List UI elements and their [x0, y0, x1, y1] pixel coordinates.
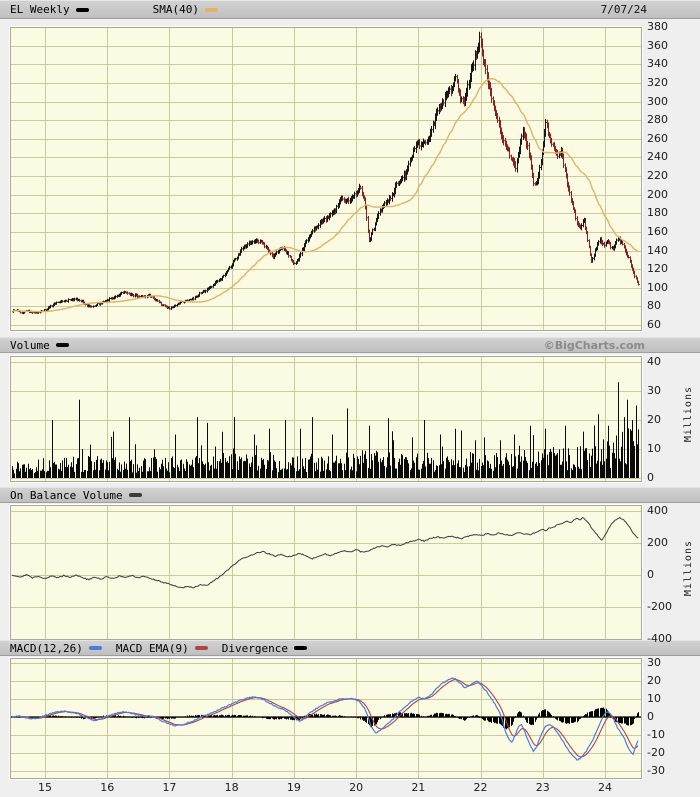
- x-axis-year-label: 18: [224, 781, 239, 794]
- macd-dash-icon: [88, 646, 102, 650]
- axis-tick-label: 40: [647, 355, 661, 368]
- symbol-series-label: EL Weekly: [10, 3, 70, 16]
- time-axis: 15 16 17 18 19 20 21 22 23 24: [0, 779, 700, 797]
- axis-tick-label: 0: [647, 471, 654, 484]
- macd-chart: [9, 657, 643, 780]
- x-axis-year-label: 16: [100, 781, 115, 794]
- x-axis-year-label: 22: [473, 781, 488, 794]
- axis-tick-label: 320: [647, 75, 668, 89]
- axis-tick-label: 0: [647, 568, 654, 581]
- axis-tick-label: 160: [647, 224, 668, 238]
- axis-tick-label: 200: [647, 536, 668, 549]
- axis-tick-label: 340: [647, 57, 668, 71]
- bigcharts-watermark: ©BigCharts.com: [543, 338, 645, 352]
- sma-legend-label: SMA(40): [152, 3, 199, 16]
- obv-dash-icon: [128, 493, 142, 497]
- obv-title: On Balance Volume: [10, 488, 123, 502]
- divergence-dash-icon: [293, 646, 307, 650]
- axis-tick-label: 60: [647, 318, 661, 331]
- x-axis-year-label: 19: [286, 781, 301, 794]
- x-axis-year-label: 24: [597, 781, 612, 794]
- axis-tick-label: 120: [647, 262, 668, 276]
- axis-tick-label: 260: [647, 131, 668, 145]
- axis-tick-label: 140: [647, 243, 668, 257]
- x-axis-year-label: 20: [349, 781, 364, 794]
- volume-header-bar: Volume ©BigCharts.com: [0, 337, 700, 353]
- axis-tick-label: 20: [647, 674, 661, 687]
- axis-tick-label: 10: [647, 692, 661, 705]
- axis-tick-label: -200: [647, 600, 672, 613]
- x-axis-year-label: 17: [162, 781, 177, 794]
- x-axis-year-label: 15: [38, 781, 52, 794]
- obv-unit-label: Millions: [683, 540, 694, 597]
- axis-tick-label: 80: [647, 299, 661, 313]
- axis-tick-label: -20: [647, 746, 665, 759]
- obv-header-bar: On Balance Volume: [0, 487, 700, 503]
- x-axis-year-label: 21: [411, 781, 426, 794]
- obv-chart: [9, 504, 643, 641]
- axis-tick-label: 200: [647, 187, 668, 201]
- volume-dash-icon: [55, 343, 69, 347]
- axis-tick-label: 380: [647, 20, 668, 33]
- macd-header-bar: MACD(12,26) MACD EMA(9) Divergence: [0, 640, 700, 656]
- divergence-legend-label: Divergence: [221, 641, 288, 655]
- axis-tick-label: 30: [647, 384, 661, 397]
- x-axis-year-label: 23: [535, 781, 550, 794]
- price-chart: [9, 26, 643, 332]
- volume-unit-label: Millions: [683, 386, 694, 443]
- axis-tick-label: 100: [647, 280, 668, 294]
- axis-tick-label: 10: [647, 442, 661, 455]
- chart-date: 7/07/24: [600, 3, 647, 16]
- axis-tick-label: 360: [647, 38, 668, 52]
- macd-legend-label: MACD(12,26): [10, 641, 83, 655]
- sma-dash-icon: [204, 7, 218, 12]
- main-legend-bar: EL Weekly SMA(40) 7/07/24: [0, 0, 700, 19]
- axis-tick-label: 300: [647, 94, 668, 108]
- volume-chart: [9, 355, 643, 483]
- axis-tick-label: -30: [647, 764, 665, 777]
- axis-tick-label: 180: [647, 206, 668, 220]
- volume-title: Volume: [10, 338, 50, 352]
- macd-ema-dash-icon: [194, 646, 208, 650]
- axis-tick-label: -10: [647, 728, 665, 741]
- axis-tick-label: 400: [647, 504, 668, 517]
- axis-tick-label: 220: [647, 169, 668, 182]
- axis-tick-label: 30: [647, 656, 661, 669]
- axis-tick-label: 280: [647, 113, 668, 127]
- macd-ema-legend-label: MACD EMA(9): [115, 641, 189, 655]
- axis-tick-label: 240: [647, 150, 668, 164]
- axis-tick-label: 0: [647, 710, 654, 723]
- axis-tick-label: 20: [647, 413, 661, 426]
- price-series-dash-icon: [75, 7, 89, 12]
